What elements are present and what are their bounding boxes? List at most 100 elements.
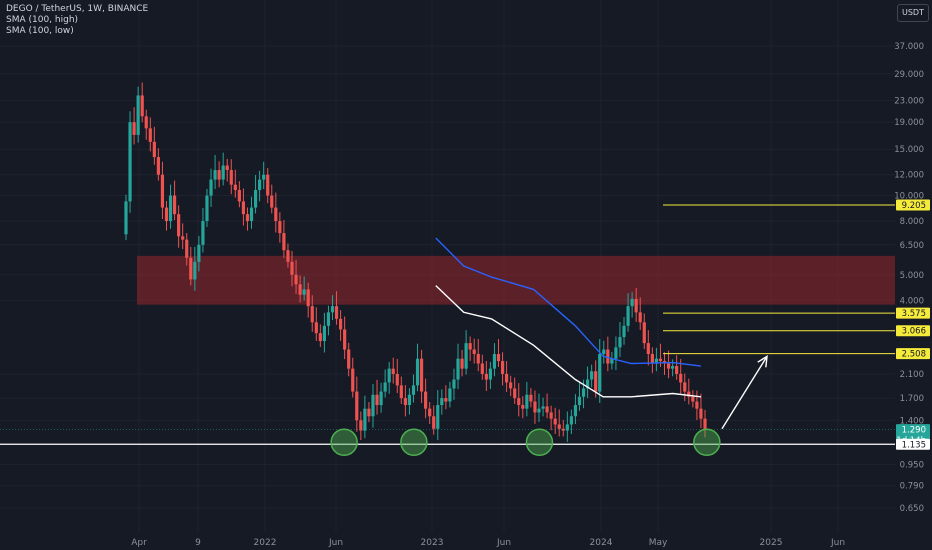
chart-header: DEGO / TetherUS, 1W, BINANCE SMA (100, h… <box>6 4 148 37</box>
x-tick-label: 2023 <box>421 538 444 548</box>
candle <box>245 207 250 231</box>
candle <box>156 148 160 181</box>
candle <box>699 393 703 429</box>
y-tick-label: 1.400 <box>900 416 924 426</box>
candle <box>573 394 578 424</box>
candle <box>448 381 452 408</box>
support-touch-circle <box>400 428 428 457</box>
candle <box>274 192 278 233</box>
candle <box>642 313 646 349</box>
candle <box>193 246 197 291</box>
candle <box>306 282 310 318</box>
candle <box>371 383 375 428</box>
support-touch-circle <box>693 428 721 457</box>
candle <box>177 205 181 248</box>
candle <box>561 419 565 437</box>
candle <box>164 200 169 231</box>
x-tick-label: Jun <box>328 538 343 548</box>
candle <box>343 316 347 360</box>
price-label-target: 3.575 <box>896 307 930 319</box>
candle <box>221 152 225 186</box>
y-tick-label: 10.000 <box>894 192 924 202</box>
price-label-target: 9.205 <box>896 199 930 211</box>
candle <box>294 259 298 294</box>
candle <box>630 292 634 318</box>
candle <box>201 208 205 253</box>
candle <box>266 168 270 204</box>
candle <box>557 409 561 437</box>
candle <box>569 409 573 434</box>
candle <box>509 375 513 397</box>
candle <box>444 385 448 410</box>
candle <box>472 338 476 364</box>
candle <box>488 361 493 390</box>
candle <box>363 395 367 439</box>
candle <box>553 407 557 434</box>
candle <box>634 287 638 322</box>
resistance-zone <box>137 255 895 305</box>
candle <box>687 378 691 405</box>
candle <box>391 357 395 384</box>
y-tick-label: 29.000 <box>894 70 924 80</box>
y-tick-label: 4.000 <box>900 296 924 306</box>
candle <box>258 170 262 202</box>
candle <box>654 347 659 372</box>
candle <box>500 352 505 386</box>
indicator-sma-low[interactable]: SMA (100, low) <box>6 26 74 36</box>
candle <box>517 383 521 417</box>
y-tick-label: 12.000 <box>894 171 924 181</box>
candle <box>205 188 209 227</box>
candle <box>181 223 185 250</box>
candle <box>253 174 258 214</box>
candle <box>464 330 468 375</box>
candle <box>270 184 274 214</box>
y-tick-label: 2.100 <box>900 370 924 380</box>
candle <box>189 246 193 286</box>
currency-button[interactable]: USDT <box>897 4 929 22</box>
candle <box>525 381 529 417</box>
candle <box>185 232 189 266</box>
candle <box>424 378 428 419</box>
candle <box>436 390 440 441</box>
candle <box>480 354 484 380</box>
candle <box>626 293 630 332</box>
candle <box>456 343 460 390</box>
candle <box>144 109 148 140</box>
candle <box>148 117 152 152</box>
candle <box>282 220 286 258</box>
candle <box>399 376 403 404</box>
candle <box>598 339 602 403</box>
price-label-text: 3.575 <box>902 309 926 319</box>
candle <box>278 212 282 243</box>
candle <box>124 194 128 241</box>
y-tick-label: 5.000 <box>900 271 924 281</box>
price-axis[interactable]: 37.000 29.000 23.000 19.000 15.000 12.000 10.0… <box>894 42 930 514</box>
candle <box>691 390 695 408</box>
price-label-target: 3.066 <box>896 325 930 337</box>
indicator-sma-high[interactable]: SMA (100, high) <box>6 15 79 25</box>
candle <box>140 82 144 123</box>
x-tick-label: Apr <box>131 538 147 548</box>
candle <box>225 158 229 182</box>
sma-high-line <box>435 237 701 367</box>
candle <box>168 184 173 229</box>
support-touch-circle <box>330 428 358 457</box>
price-label-support: 1.135 <box>896 438 930 450</box>
candle <box>209 168 213 207</box>
candle <box>249 196 254 229</box>
candle <box>387 361 391 394</box>
candle <box>577 381 582 411</box>
x-tick-label: 2022 <box>254 538 277 548</box>
candle <box>217 161 221 188</box>
y-tick-label: 0.950 <box>900 461 924 471</box>
candle <box>334 291 339 325</box>
candle <box>683 373 687 402</box>
candle <box>476 339 480 372</box>
x-tick-label: 2024 <box>590 538 613 548</box>
candle <box>594 360 598 398</box>
time-axis[interactable]: Apr 9 2022 Jun 2023 Jun 2024 May 2025 Jun <box>131 538 845 548</box>
candle <box>614 336 618 371</box>
candle <box>367 402 371 423</box>
y-tick-label: 0.790 <box>900 482 924 492</box>
